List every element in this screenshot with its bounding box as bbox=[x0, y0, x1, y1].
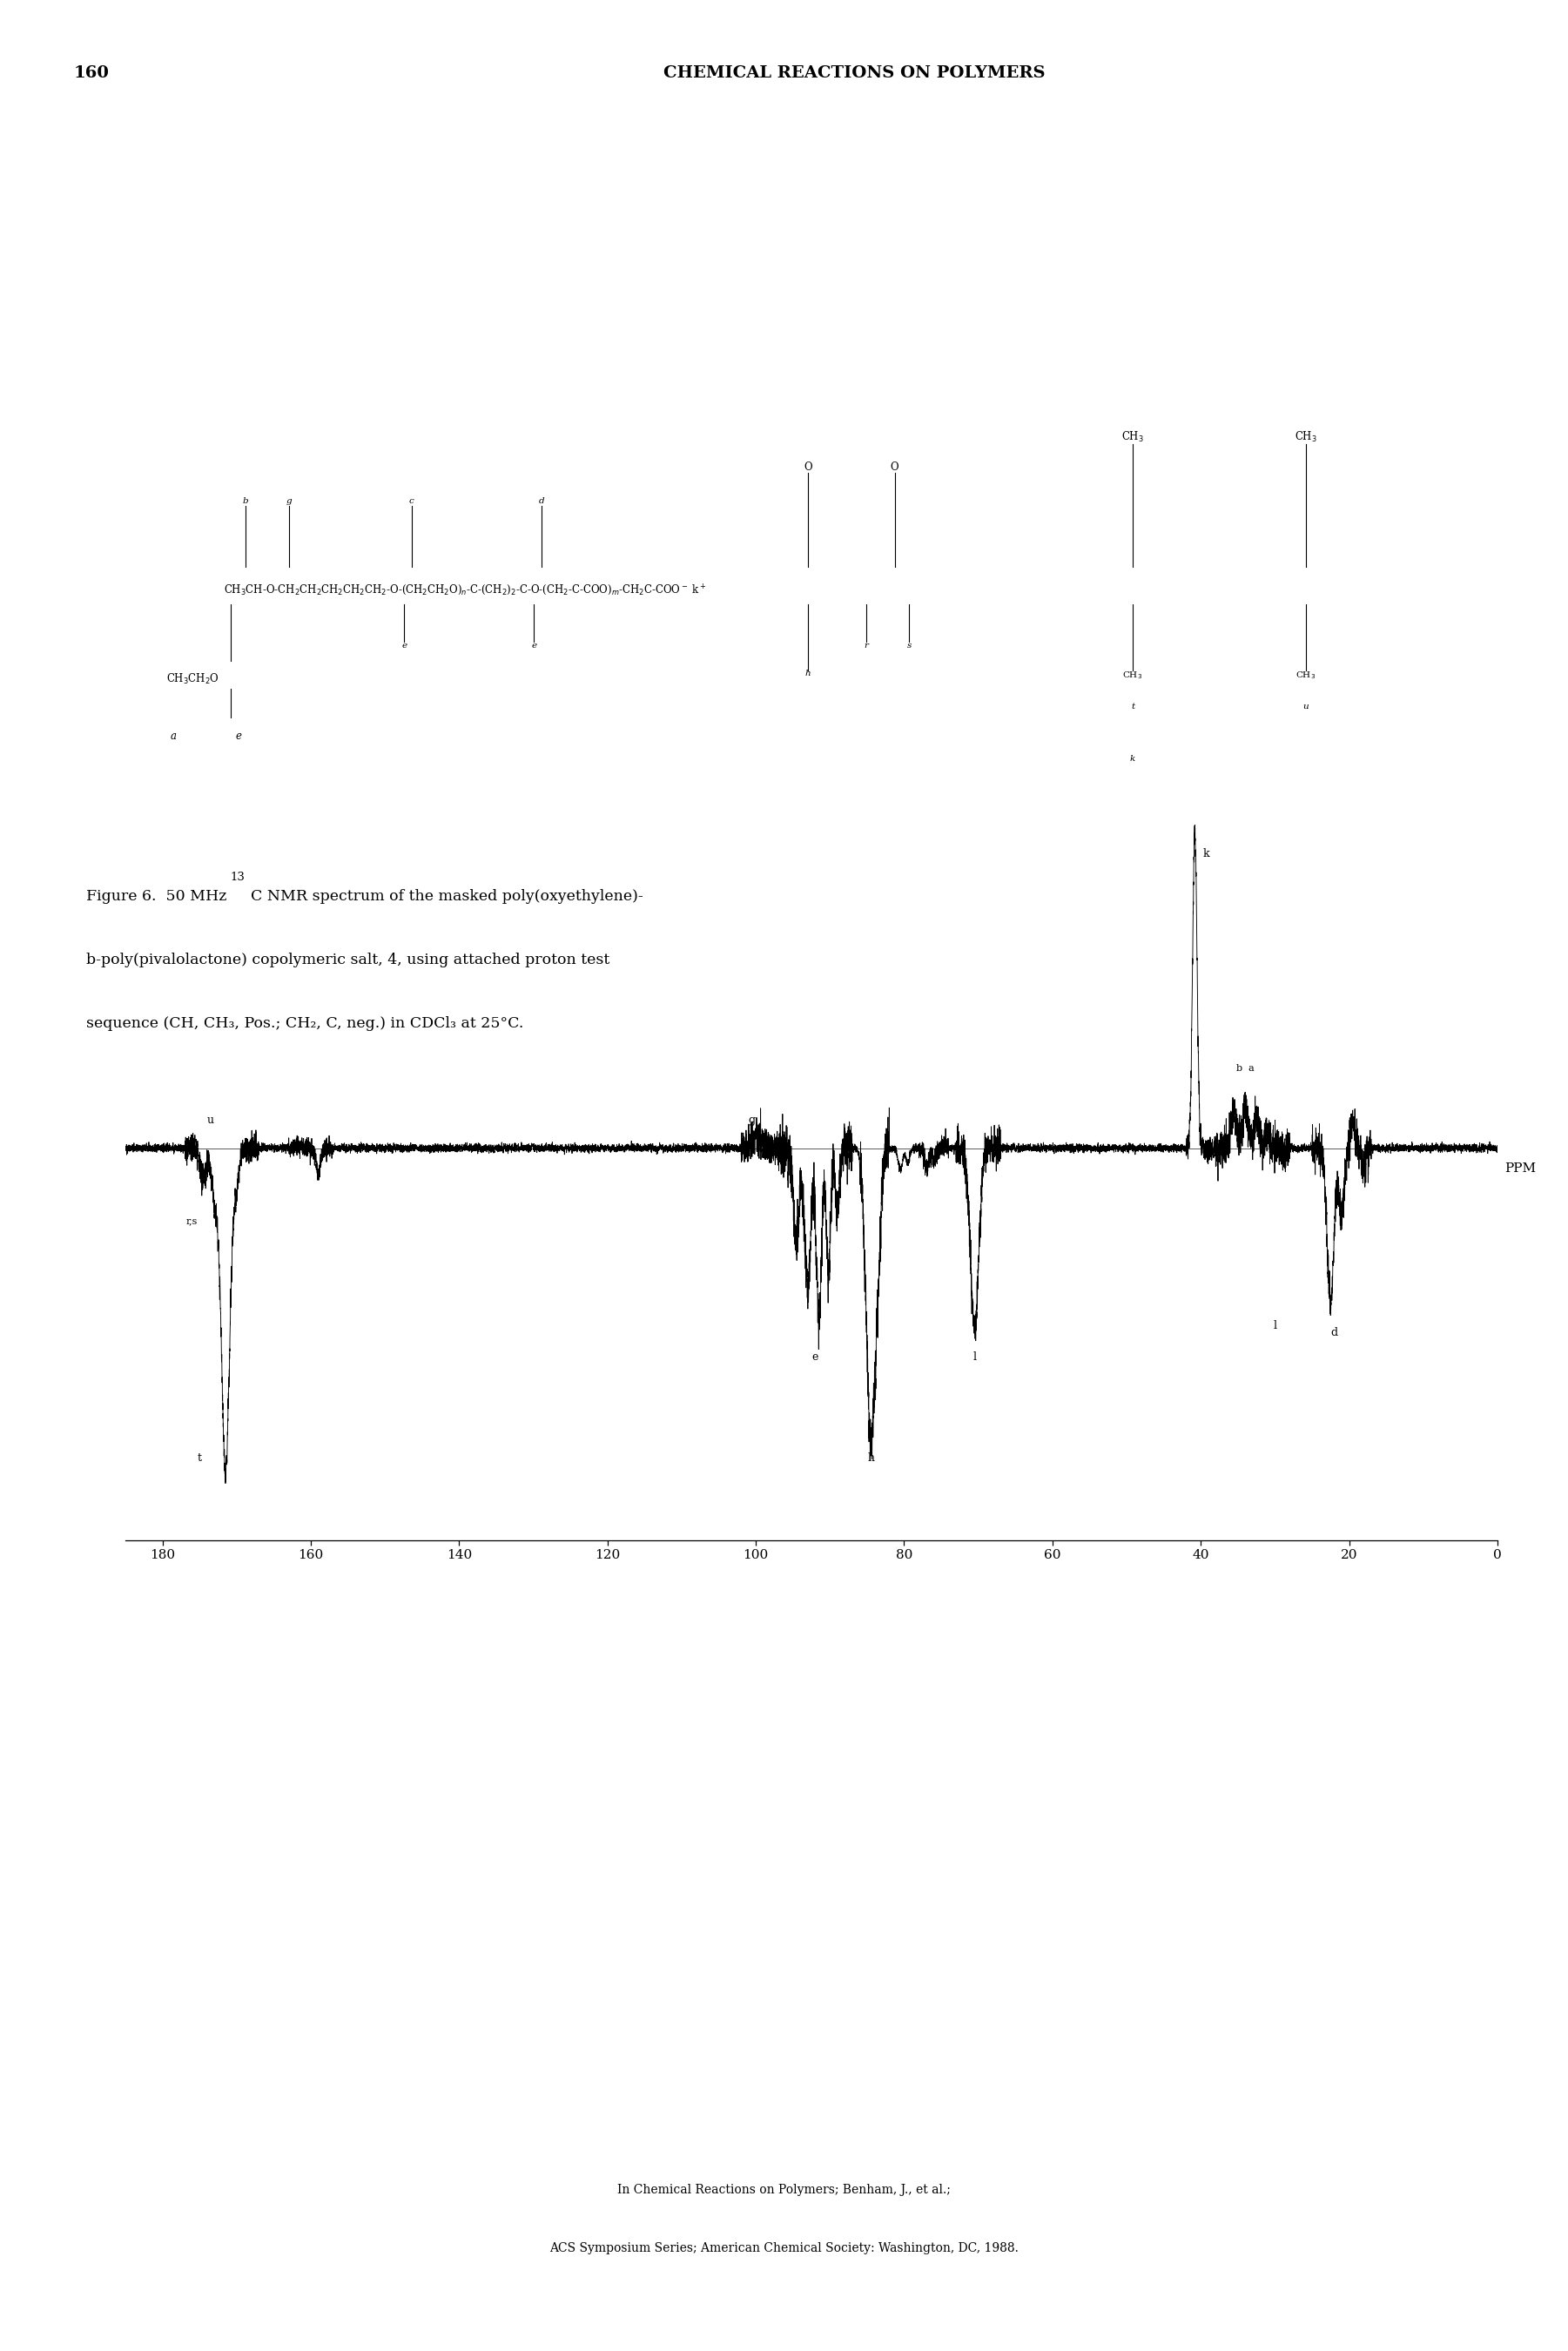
Text: b: b bbox=[243, 498, 248, 505]
Text: g: g bbox=[285, 498, 292, 505]
Text: 160: 160 bbox=[74, 66, 110, 80]
Text: l: l bbox=[972, 1352, 977, 1364]
Text: l: l bbox=[1273, 1321, 1276, 1331]
Text: CH$_3$: CH$_3$ bbox=[1123, 670, 1143, 682]
Text: e: e bbox=[532, 642, 536, 649]
Text: g: g bbox=[748, 1114, 756, 1126]
Text: c: c bbox=[409, 498, 414, 505]
Text: CH$_3$: CH$_3$ bbox=[1295, 670, 1316, 682]
Text: s: s bbox=[906, 642, 911, 649]
Text: a: a bbox=[171, 731, 177, 741]
Text: b  a: b a bbox=[1236, 1065, 1254, 1072]
Text: In Chemical Reactions on Polymers; Benham, J., et al.;: In Chemical Reactions on Polymers; Benha… bbox=[618, 2184, 950, 2196]
Text: r: r bbox=[864, 642, 869, 649]
Text: CH$_3$CH-O-CH$_2$CH$_2$CH$_2$CH$_2$CH$_2$-O-(CH$_2$CH$_2$O)$_n$-C-(CH$_2$)$_2$-C: CH$_3$CH-O-CH$_2$CH$_2$CH$_2$CH$_2$CH$_2… bbox=[224, 583, 707, 597]
Text: ACS Symposium Series; American Chemical Society: Washington, DC, 1988.: ACS Symposium Series; American Chemical … bbox=[549, 2243, 1019, 2255]
Text: k: k bbox=[1203, 849, 1209, 860]
Text: d: d bbox=[1331, 1326, 1338, 1338]
Text: u: u bbox=[207, 1114, 215, 1126]
Text: CHEMICAL REACTIONS ON POLYMERS: CHEMICAL REACTIONS ON POLYMERS bbox=[663, 66, 1046, 80]
Text: r,s: r,s bbox=[187, 1218, 198, 1225]
Text: CH$_3$: CH$_3$ bbox=[1121, 430, 1145, 444]
Text: h: h bbox=[806, 670, 811, 677]
Text: sequence (CH, CH₃, Pos.; CH₂, C, neg.) in CDCl₃ at 25°C.: sequence (CH, CH₃, Pos.; CH₂, C, neg.) i… bbox=[86, 1016, 524, 1030]
Text: e: e bbox=[235, 731, 241, 741]
Text: u: u bbox=[1303, 703, 1309, 710]
Text: O: O bbox=[891, 461, 898, 473]
Text: O: O bbox=[804, 461, 812, 473]
Text: t: t bbox=[1131, 703, 1135, 710]
Text: b-poly(pivalolactone) copolymeric salt, 4, using attached proton test: b-poly(pivalolactone) copolymeric salt, … bbox=[86, 952, 610, 966]
Text: k: k bbox=[1131, 755, 1135, 762]
Text: C NMR spectrum of the masked poly(oxyethylene)-: C NMR spectrum of the masked poly(oxyeth… bbox=[251, 889, 643, 903]
Text: Figure 6.  50 MHz: Figure 6. 50 MHz bbox=[86, 889, 232, 903]
Text: e: e bbox=[812, 1352, 818, 1364]
Text: CH$_3$CH$_2$O: CH$_3$CH$_2$O bbox=[166, 672, 220, 686]
Text: t: t bbox=[198, 1453, 202, 1462]
Text: h: h bbox=[867, 1453, 875, 1462]
Text: e: e bbox=[401, 642, 408, 649]
Text: 13: 13 bbox=[230, 872, 245, 884]
Text: PPM: PPM bbox=[1505, 1161, 1537, 1176]
Text: d: d bbox=[538, 498, 544, 505]
Text: CH$_3$: CH$_3$ bbox=[1295, 430, 1317, 444]
